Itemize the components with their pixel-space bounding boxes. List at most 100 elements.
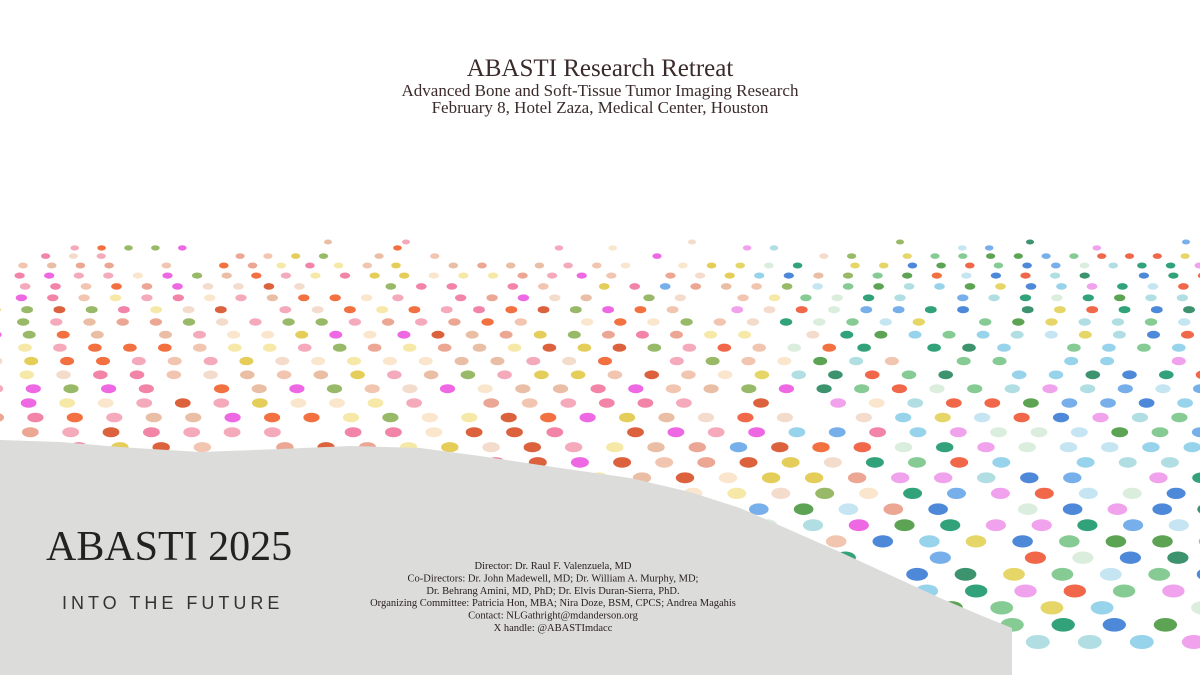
dot <box>473 306 485 314</box>
dot <box>751 283 762 290</box>
dot <box>931 272 942 279</box>
dot <box>500 412 517 423</box>
dot <box>437 343 452 352</box>
credit-line: Contact: NLGathright@mdanderson.org <box>468 611 639 622</box>
dot <box>282 318 295 326</box>
dot <box>1105 535 1127 548</box>
dot <box>878 262 889 269</box>
dot <box>1102 618 1127 632</box>
dot <box>1056 283 1067 290</box>
dot <box>872 272 883 279</box>
dot <box>901 370 917 380</box>
dot <box>927 343 941 352</box>
dot <box>727 487 747 499</box>
dot <box>454 356 469 366</box>
dot <box>812 442 830 453</box>
dot <box>777 356 792 366</box>
dot <box>151 245 160 251</box>
dot <box>213 398 230 408</box>
dot <box>958 253 968 259</box>
dot <box>118 306 130 314</box>
dot <box>15 294 28 302</box>
dot <box>965 535 987 548</box>
dot <box>143 427 160 438</box>
dot <box>1182 239 1190 245</box>
dot <box>614 318 627 326</box>
dot <box>136 398 153 408</box>
dot <box>344 427 362 438</box>
dot <box>408 306 421 314</box>
dot <box>167 356 182 366</box>
dot <box>182 318 196 326</box>
dot <box>18 262 28 269</box>
dot <box>276 262 287 269</box>
dot <box>329 330 343 339</box>
dot <box>324 239 332 245</box>
dot <box>507 283 519 290</box>
dot <box>123 343 137 352</box>
dot <box>441 442 459 453</box>
dot <box>1111 318 1125 326</box>
dot <box>647 343 662 352</box>
dot <box>984 398 1001 408</box>
dot <box>647 442 665 453</box>
credit-line: X handle: @ABASTImdacc <box>494 623 613 634</box>
dot <box>1122 370 1137 380</box>
dot <box>1025 283 1037 290</box>
credit-line: Organizing Committee: Patricia Hon, MBA;… <box>370 598 736 609</box>
dot <box>717 343 732 352</box>
dot <box>224 412 241 423</box>
torn-paper <box>0 440 1012 675</box>
dot <box>392 294 404 302</box>
dot <box>235 294 247 302</box>
dot <box>903 283 915 290</box>
dot <box>1077 635 1102 649</box>
dot <box>1072 551 1094 564</box>
dot <box>682 343 697 352</box>
dot <box>311 356 326 366</box>
dot <box>276 370 292 380</box>
dot <box>264 412 281 423</box>
dot <box>1183 306 1195 314</box>
dot <box>17 318 30 326</box>
dot <box>853 442 871 453</box>
dot <box>957 294 969 302</box>
dot <box>68 253 78 259</box>
dot <box>90 330 104 339</box>
dot <box>579 412 596 423</box>
dot <box>731 306 744 314</box>
dot <box>670 330 683 339</box>
dot <box>216 318 229 326</box>
dot <box>80 283 92 290</box>
dot <box>1162 584 1185 598</box>
dot <box>1144 318 1158 326</box>
dot <box>1018 442 1036 453</box>
dot <box>988 294 1000 302</box>
dot <box>787 343 801 352</box>
dot <box>44 272 55 279</box>
dot <box>729 442 748 453</box>
dot <box>1030 427 1048 438</box>
dot <box>912 318 925 326</box>
dot <box>19 283 31 290</box>
dot <box>706 262 717 269</box>
dot <box>779 318 793 326</box>
dot <box>1152 535 1173 548</box>
dot <box>746 318 760 326</box>
dot <box>1012 318 1025 326</box>
dot <box>979 318 992 326</box>
dot <box>1191 601 1200 615</box>
dot <box>291 253 301 259</box>
dot <box>360 294 373 302</box>
dot <box>655 457 674 468</box>
dot <box>1112 584 1136 598</box>
dot <box>1067 343 1081 352</box>
dot <box>869 427 886 438</box>
dot <box>1025 635 1050 649</box>
dot <box>771 442 789 453</box>
dot <box>606 272 617 279</box>
dot <box>1137 343 1151 352</box>
dot <box>382 412 399 423</box>
dot <box>754 272 765 279</box>
dot <box>289 384 305 394</box>
